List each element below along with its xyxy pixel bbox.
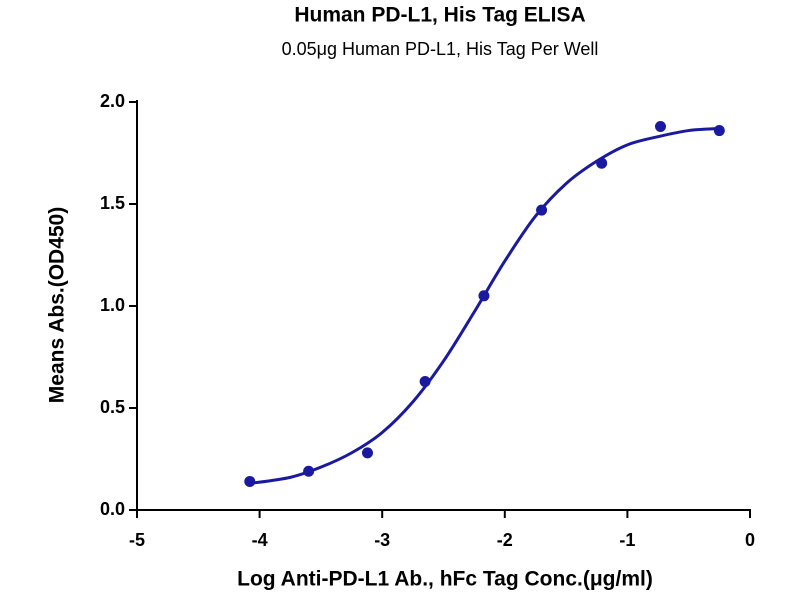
data-point (655, 120, 667, 132)
x-tick-label: -1 (619, 530, 635, 550)
fit-curve (249, 127, 720, 485)
y-tick-label: 1.5 (100, 193, 125, 213)
x-tick-label: -3 (374, 530, 390, 550)
x-tick-label: -4 (252, 530, 268, 550)
x-tick-label: -2 (497, 530, 513, 550)
chart-subtitle: 0.05μg Human PD-L1, His Tag Per Well (282, 39, 599, 59)
y-tick-label: 0.5 (100, 397, 125, 417)
y-tick-label: 1.0 (100, 295, 125, 315)
data-point (713, 125, 725, 137)
y-axis-label: Means Abs.(OD450) (46, 207, 69, 403)
x-tick-label: -5 (129, 530, 145, 550)
x-tick-label: 0 (745, 530, 755, 550)
y-tick-label: 2.0 (100, 91, 125, 111)
data-point (361, 447, 373, 459)
x-axis-label: Log Anti-PD-L1 Ab., hFc Tag Conc.(μg/ml) (237, 568, 653, 591)
chart-title: Human PD-L1, His Tag ELISA (294, 4, 585, 27)
y-tick-label: 0.0 (100, 499, 125, 519)
